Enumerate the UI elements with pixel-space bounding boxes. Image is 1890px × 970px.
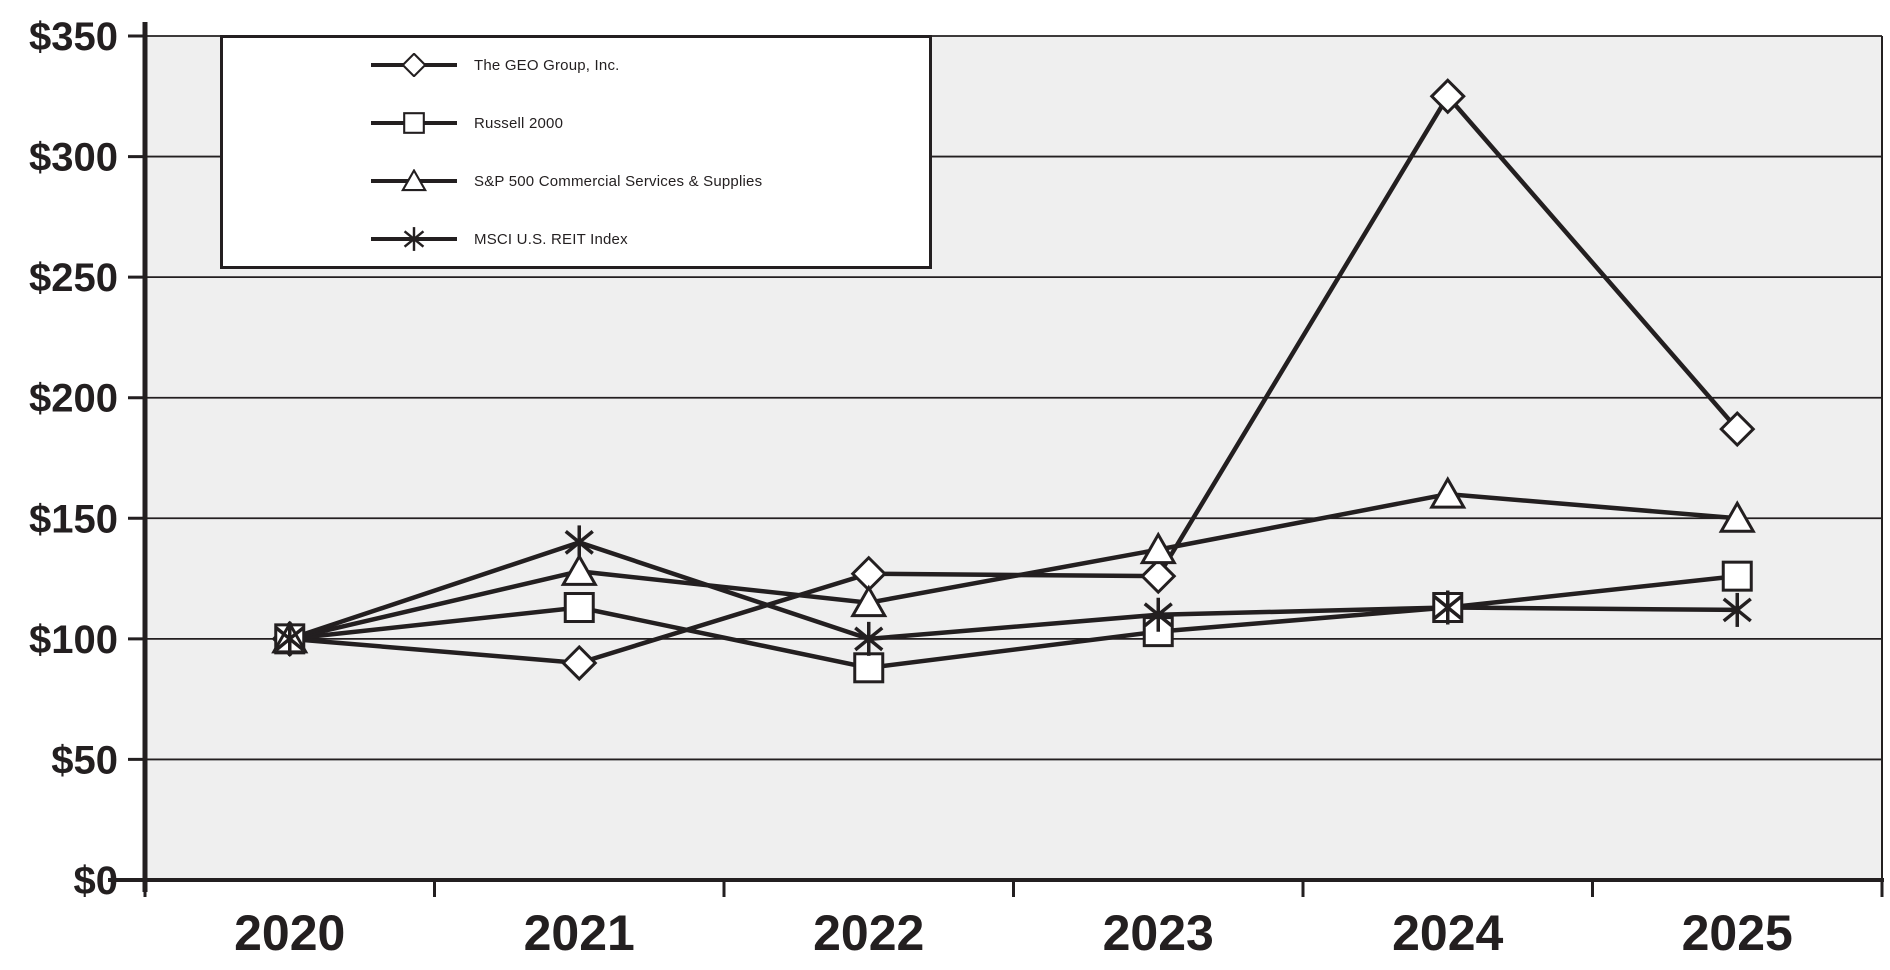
x-axis-tick-label: 2024 [1392,905,1503,961]
y-axis-tick-label: $300 [29,136,118,180]
legend-item-sp500-commercial-services: S&P 500 Commercial Services & Supplies [371,169,762,193]
y-axis-tick-label: $250 [29,256,118,300]
series-line-msci-us-reit [289,540,1738,642]
legend-item-msci-us-reit: MSCI U.S. REIT Index [371,227,628,251]
y-axis-tick-label: $50 [51,738,118,782]
series-line-russell-2000 [289,573,1738,671]
x-axis-labels: 2020 2021 2022 2023 2024 2025 [234,905,1793,961]
y-axis-tick-label: $200 [29,377,118,421]
legend-square-marker-icon [371,112,457,134]
y-axis-labels: $0 $50 $100 $150 $200 $250 $300 $350 [29,15,118,903]
x-axis-tick-label: 2023 [1103,905,1214,961]
y-axis-tick-label: $100 [29,618,118,662]
legend-triangle-marker-icon [371,169,457,192]
legend-item-geo-group: The GEO Group, Inc. [371,53,620,77]
legend-diamond-marker-icon [371,53,457,77]
chart-legend: The GEO Group, Inc. Russell 2000 S&P 500… [220,35,932,269]
x-axis-tick-label: 2022 [813,905,924,961]
y-axis-tick-label: $0 [74,859,119,903]
series-line-sp500-commercial-services-supplies [289,491,1738,642]
x-axis-tick-label: 2021 [524,905,635,961]
legend-label-russell-2000: Russell 2000 [474,114,564,132]
legend-item-russell-2000: Russell 2000 [371,111,563,135]
series-markers-msci-us-reit [275,525,1752,656]
legend-label-geo-group: The GEO Group, Inc. [474,56,620,74]
legend-label-msci-us-reit: MSCI U.S. REIT Index [474,230,628,248]
y-axis-tick-label: $150 [29,497,118,541]
legend-asterisk-marker-icon [371,227,457,251]
legend-label-sp500-commercial-services: S&P 500 Commercial Services & Supplies [474,172,763,190]
x-axis-tick-label: 2020 [234,905,345,961]
x-axis-tick-label: 2025 [1682,905,1793,961]
y-axis-tick-label: $350 [29,15,118,59]
